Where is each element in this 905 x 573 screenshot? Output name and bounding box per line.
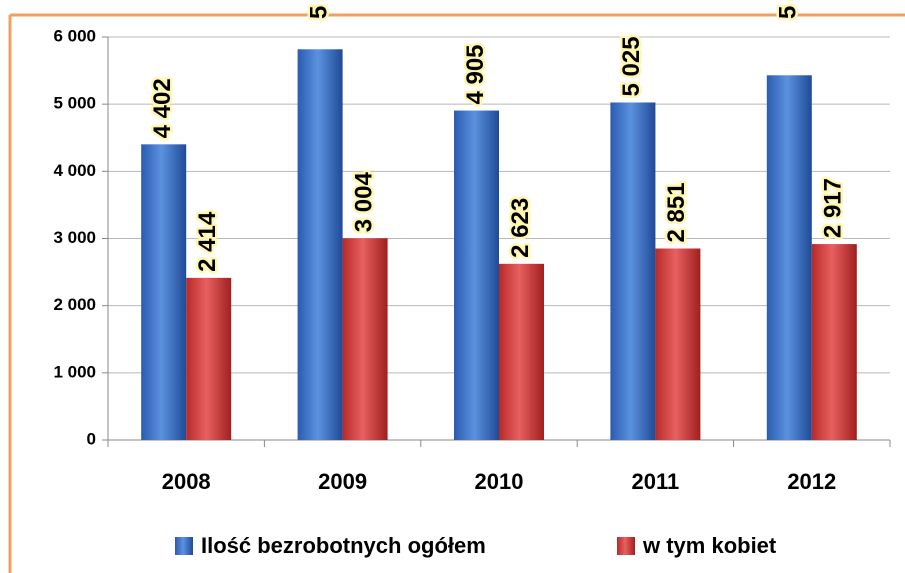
- value-label: 2 851: [663, 182, 690, 242]
- value-label: 4 402: [149, 78, 176, 138]
- value-label: 3 004: [350, 172, 377, 233]
- bar: [655, 248, 701, 440]
- value-label: 2 623: [507, 198, 534, 258]
- bar: [186, 277, 232, 440]
- legend-label: w tym kobiet: [642, 533, 777, 558]
- x-tick-label: 2008: [162, 469, 211, 494]
- value-label: 2 917: [820, 178, 847, 238]
- bar: [499, 263, 544, 440]
- bar: [610, 102, 656, 441]
- bar: [141, 144, 187, 440]
- y-tick-label: 3 000: [53, 228, 96, 247]
- y-tick-label: 5 000: [53, 94, 96, 113]
- bar: [297, 49, 343, 440]
- legend-swatch: [175, 537, 193, 555]
- y-tick-label: 0: [87, 429, 96, 448]
- value-label: 2 414: [194, 211, 221, 272]
- value-label: 5 430: [775, 0, 802, 19]
- y-tick-label: 4 000: [53, 161, 96, 180]
- value-label: 5 817: [305, 0, 332, 19]
- y-tick-label: 2 000: [53, 295, 96, 314]
- y-tick-label: 1 000: [53, 362, 96, 381]
- value-label: 4 905: [462, 44, 489, 104]
- legend-label: Ilość bezrobotnych ogółem: [201, 533, 486, 558]
- value-label: 5 025: [618, 36, 645, 96]
- legend-swatch: [617, 537, 635, 555]
- bar: [342, 238, 388, 440]
- bar: [811, 244, 857, 440]
- y-tick-label: 6 000: [53, 26, 96, 45]
- x-tick-label: 2012: [787, 469, 836, 494]
- bar: [766, 75, 812, 440]
- x-tick-label: 2009: [318, 469, 367, 494]
- x-tick-label: 2011: [632, 469, 680, 494]
- bar: [454, 110, 499, 441]
- x-tick-label: 2010: [475, 469, 524, 494]
